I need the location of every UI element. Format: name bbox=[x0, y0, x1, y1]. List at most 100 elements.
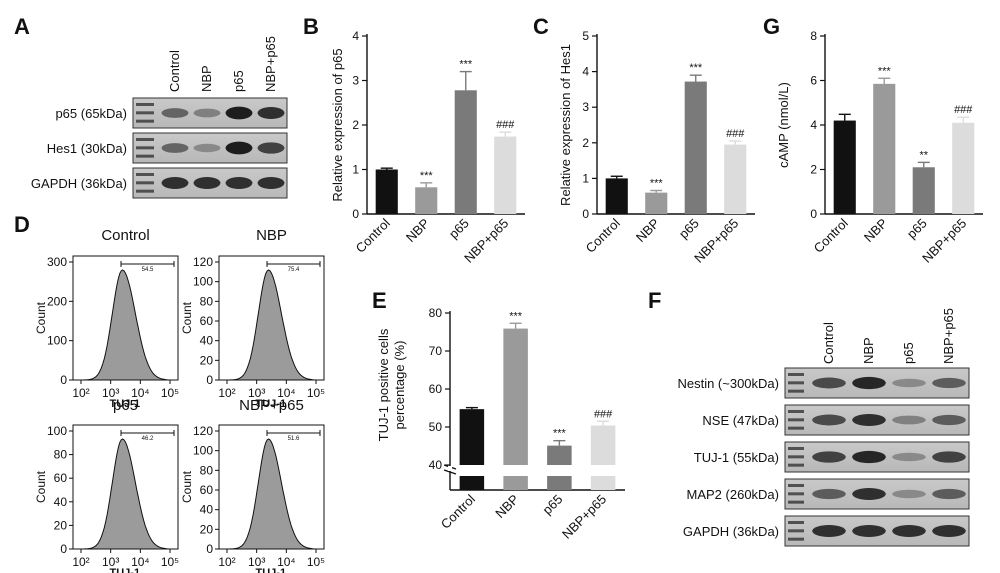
ladder-band bbox=[788, 418, 804, 422]
blot-band bbox=[852, 525, 886, 537]
ladder-band bbox=[788, 484, 804, 487]
significance-mark: *** bbox=[509, 310, 523, 322]
blot-band bbox=[812, 451, 846, 463]
y-tick-label: 3 bbox=[352, 74, 359, 88]
y-axis-label: Count bbox=[180, 301, 194, 334]
panel-label-d: D bbox=[14, 212, 30, 237]
blot-band bbox=[225, 106, 253, 120]
y-tick-label: 6 bbox=[810, 74, 817, 88]
y-tick-label: 0 bbox=[206, 373, 213, 387]
y-tick-label: 5 bbox=[582, 29, 589, 43]
ladder-band bbox=[788, 529, 804, 533]
bar bbox=[605, 178, 628, 214]
y-tick-label: 100 bbox=[193, 275, 213, 289]
blot-band bbox=[812, 414, 846, 426]
panel-label-e: E bbox=[372, 288, 387, 313]
y-tick-label: 0 bbox=[810, 207, 817, 221]
x-tick-label: 10³ bbox=[248, 555, 265, 569]
category-label: NBP+p65 bbox=[559, 492, 609, 542]
blot-band bbox=[812, 377, 846, 389]
y-tick-label: 1 bbox=[582, 171, 589, 185]
x-tick-label: 10⁴ bbox=[277, 555, 296, 569]
y-tick-label: 2 bbox=[352, 118, 359, 132]
blot-band bbox=[932, 488, 966, 500]
y-tick-label: 60 bbox=[54, 471, 68, 485]
y-tick-label: 60 bbox=[429, 382, 443, 396]
x-tick-label: 10³ bbox=[248, 386, 265, 400]
histogram-curve bbox=[228, 438, 315, 550]
blot-band bbox=[932, 377, 966, 389]
y-tick-label: 3 bbox=[582, 100, 589, 114]
panel-label-c: C bbox=[533, 14, 549, 39]
y-axis-label: Count bbox=[180, 470, 194, 503]
y-tick-label: 20 bbox=[54, 518, 68, 532]
x-tick-label: 10⁵ bbox=[307, 555, 325, 569]
ladder-band bbox=[788, 426, 804, 430]
ladder-band bbox=[788, 447, 804, 450]
x-tick-label: 10⁴ bbox=[277, 386, 296, 400]
bar bbox=[833, 120, 856, 214]
bar bbox=[590, 425, 616, 465]
y-tick-label: 40 bbox=[200, 503, 214, 517]
bar-chart-b: 0 1 2 3 4 Relative expression of p65 Control **… bbox=[330, 29, 525, 266]
ladder-band bbox=[788, 463, 804, 467]
x-tick-label: 10² bbox=[218, 386, 235, 400]
y-tick-label: 200 bbox=[47, 294, 67, 308]
gate-value: 75.4 bbox=[288, 267, 300, 273]
y-axis-label: percentage (%) bbox=[392, 341, 407, 430]
ladder-band bbox=[788, 410, 804, 413]
y-tick-label: 0 bbox=[206, 542, 213, 556]
histogram-curve bbox=[228, 269, 315, 381]
bar bbox=[415, 187, 438, 214]
ladder-band bbox=[136, 154, 154, 158]
category-label: p65 bbox=[676, 216, 702, 242]
histogram-title: Control bbox=[101, 227, 149, 244]
gate-value: 46.2 bbox=[142, 436, 154, 442]
ladder-band bbox=[788, 381, 804, 385]
y-axis-label: Count bbox=[34, 301, 48, 334]
bar bbox=[375, 169, 398, 214]
y-tick-label: 0 bbox=[352, 207, 359, 221]
ladder-band bbox=[136, 146, 154, 150]
blot-band bbox=[161, 143, 189, 153]
blot-band bbox=[812, 488, 846, 500]
bar bbox=[684, 81, 707, 215]
blot-band bbox=[852, 488, 886, 500]
x-tick-label: 10² bbox=[218, 555, 235, 569]
blot-band bbox=[892, 489, 926, 499]
ladder-band bbox=[136, 119, 154, 123]
lane-label: Control bbox=[167, 50, 182, 92]
blot-row-label: NSE (47kDa) bbox=[702, 413, 779, 428]
blot-band bbox=[193, 108, 221, 118]
bar bbox=[645, 192, 668, 214]
y-axis-label: TUJ-1 positive cells bbox=[376, 328, 391, 441]
y-tick-label: 2 bbox=[810, 163, 817, 177]
blot-band bbox=[892, 525, 926, 537]
blot-band bbox=[932, 525, 966, 537]
y-tick-label: 80 bbox=[54, 448, 68, 462]
blot-band bbox=[257, 177, 285, 189]
ladder-band bbox=[136, 138, 154, 141]
y-tick-label: 80 bbox=[429, 306, 443, 320]
ladder-band bbox=[788, 500, 804, 504]
y-tick-label: 20 bbox=[200, 353, 214, 367]
histogram-title: NBP+p65 bbox=[239, 397, 304, 414]
y-tick-label: 60 bbox=[200, 483, 214, 497]
histogram-title: NBP bbox=[256, 227, 287, 244]
significance-mark: ** bbox=[919, 149, 928, 161]
y-axis-label: Relative expression of Hes1 bbox=[558, 44, 573, 206]
x-tick-label: 10⁵ bbox=[161, 386, 179, 400]
bar bbox=[724, 144, 747, 214]
gate-value: 51.6 bbox=[288, 436, 300, 442]
bar-chart-c: 0 1 2 3 4 5 Relative expression of Hes1 Control… bbox=[558, 29, 755, 266]
blot-row-label: GAPDH (36kDa) bbox=[683, 524, 779, 539]
axis-break bbox=[443, 469, 457, 475]
y-tick-label: 4 bbox=[352, 29, 359, 43]
y-tick-label: 4 bbox=[810, 118, 817, 132]
x-tick-label: 10⁵ bbox=[307, 386, 325, 400]
category-label: Control bbox=[438, 491, 478, 531]
bar bbox=[547, 445, 572, 465]
ladder-band bbox=[136, 103, 154, 106]
blot-band bbox=[892, 415, 926, 425]
